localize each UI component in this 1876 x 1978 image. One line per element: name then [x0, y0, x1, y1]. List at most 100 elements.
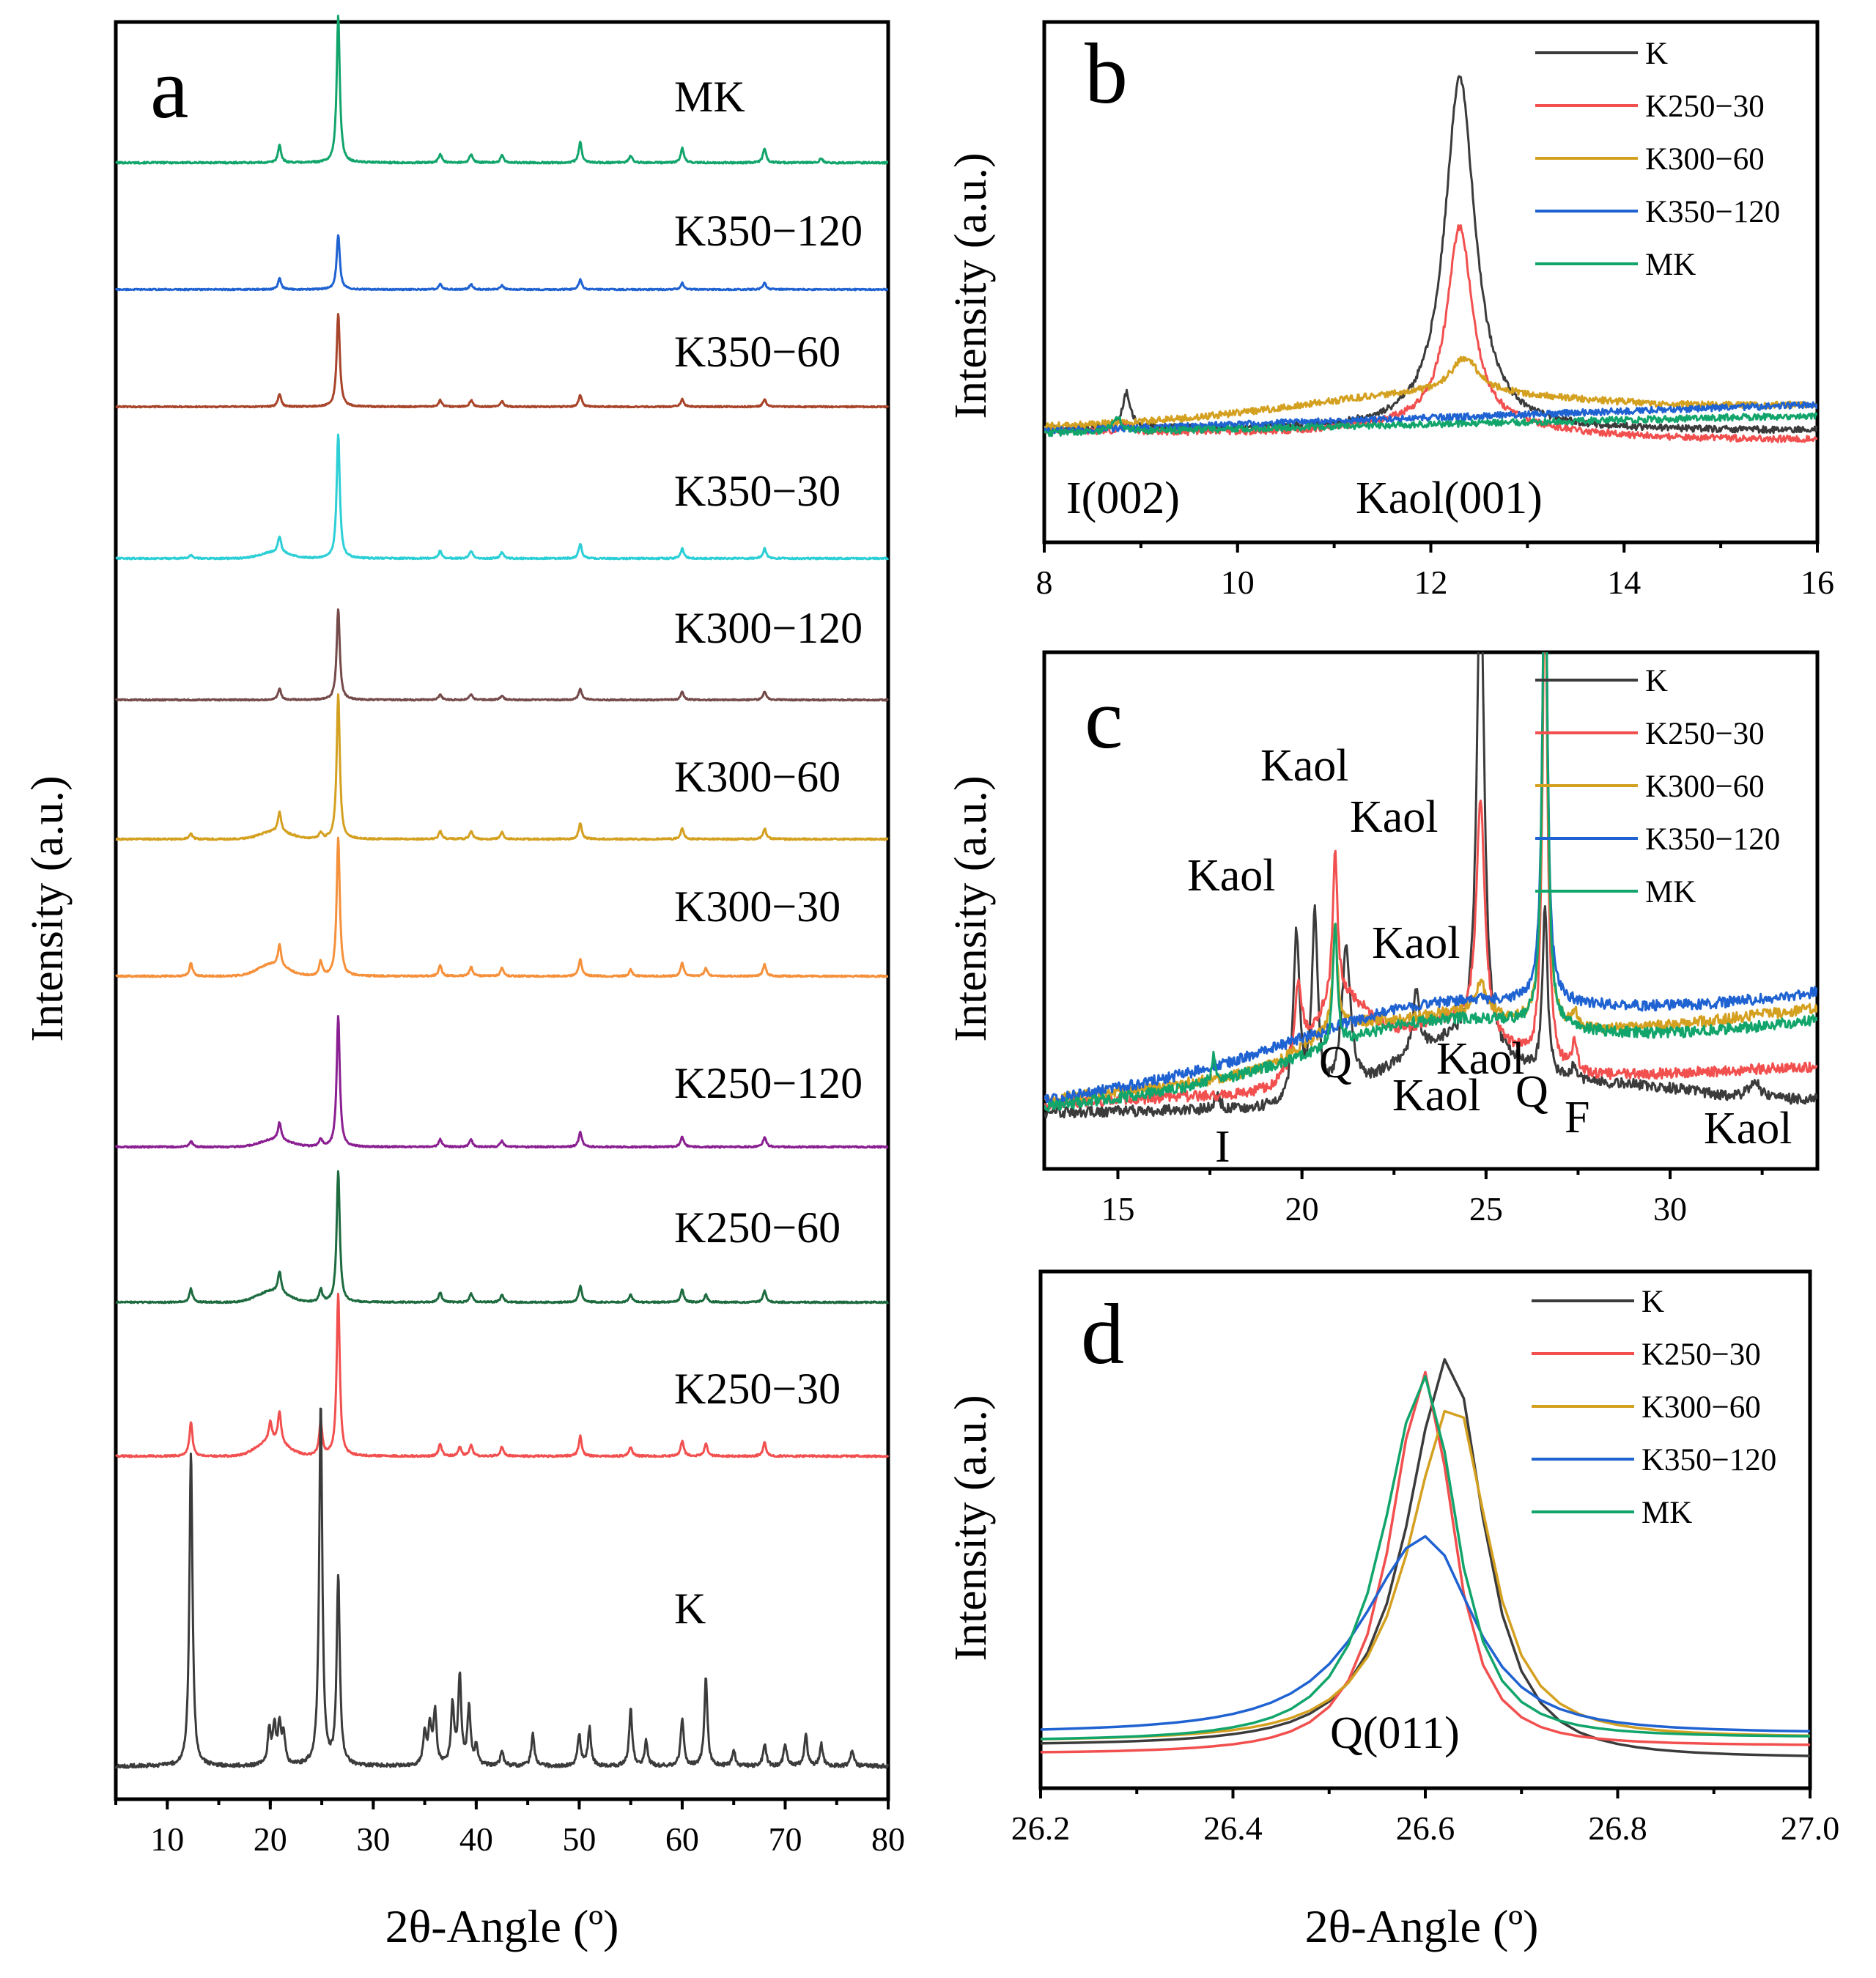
- legend-label-d: K250−30: [1642, 1337, 1761, 1372]
- annotation-c: Kaol: [1392, 1071, 1481, 1121]
- series-label-K300-120: K300−120: [674, 604, 863, 652]
- annotation-d: Q(011): [1330, 1708, 1460, 1758]
- series-line-d-MK: [1040, 1375, 1811, 1741]
- series-line-K250-30: [115, 1293, 890, 1458]
- panel-c: 15 20 25 30 Intensity (a.u.) c K K250−30 K300−60…: [946, 650, 1820, 1228]
- panel-a: 10 20 30 40 50 60 70 80 Intensity (a.u.) 2θ-Angle…: [23, 15, 905, 1952]
- x-axis-title-a: 2θ-Angle (º): [385, 1900, 619, 1952]
- panel-letter-d: d: [1081, 1286, 1124, 1382]
- x-tick-label-a: 40: [459, 1820, 493, 1858]
- legend-label-d: K300−60: [1642, 1390, 1761, 1425]
- series-line-K: [114, 1407, 890, 1769]
- annotation-c: Kaol: [1704, 1104, 1792, 1154]
- x-tick-label-a: 60: [665, 1820, 699, 1858]
- series-line-K350-30: [115, 433, 890, 561]
- panel-letter-b: b: [1085, 26, 1128, 122]
- x-tick-label-a: 70: [768, 1820, 802, 1858]
- series-line-c-K: [1044, 652, 1817, 1119]
- legend-label-c: K350−120: [1645, 822, 1780, 857]
- x-tick-label-b: 14: [1607, 564, 1641, 601]
- x-tick-label-d: 26.4: [1203, 1809, 1263, 1847]
- x-tick-label-c: 25: [1469, 1190, 1503, 1228]
- panel-d: 26.2 26.4 26.6 26.8 27.0 Intensity (a.u.) 2θ-A…: [946, 1269, 1840, 1952]
- y-axis-title-b: Intensity (a.u.): [946, 152, 996, 418]
- legend-label-b: MK: [1645, 248, 1696, 282]
- y-axis-title-c: Intensity (a.u.): [946, 775, 996, 1041]
- legend-label-b: K350−120: [1645, 195, 1780, 229]
- series-label-K250-30: K250−30: [674, 1365, 841, 1413]
- series-line-K250-120: [114, 1015, 889, 1149]
- plot-frame-c: [1042, 650, 1820, 1171]
- legend-label-c: K250−30: [1645, 717, 1765, 751]
- x-tick-label-c: 20: [1285, 1190, 1319, 1228]
- x-axis-title-d: 2θ-Angle (º): [1305, 1900, 1539, 1952]
- legend-label-b: K250−30: [1645, 89, 1765, 124]
- x-tick-label-a: 10: [150, 1820, 184, 1858]
- panel-letter-a: a: [150, 40, 188, 136]
- series-line-K300-120: [114, 608, 889, 702]
- series-line-b-K350-120: [1044, 401, 1817, 435]
- legend-label-d: MK: [1642, 1496, 1692, 1530]
- series-line-b-K300-60: [1044, 355, 1817, 430]
- annotation-c: Kaol: [1260, 741, 1349, 791]
- x-tick-label-c: 15: [1101, 1190, 1134, 1228]
- series-line-K300-60: [115, 693, 889, 841]
- series-label-K350-30: K350−30: [674, 467, 841, 515]
- x-tick-label-a: 20: [254, 1820, 287, 1858]
- panel-b: 8 10 12 14 16 Intensity (a.u.) b K K250−30 K300−6…: [946, 20, 1834, 601]
- legend-label-c: MK: [1645, 875, 1696, 909]
- x-tick-label-a: 50: [562, 1820, 596, 1858]
- series-label-K350-120: K350−120: [674, 207, 863, 255]
- series-label-K300-30: K300−30: [674, 882, 841, 931]
- series-label-K350-60: K350−60: [674, 328, 841, 376]
- plot-frame-a: [114, 20, 890, 1801]
- series-line-K250-60: [115, 1170, 889, 1304]
- annotation-c: Kaol: [1372, 918, 1460, 968]
- series-group-b: [1044, 75, 1817, 443]
- series-line-K350-120: [114, 234, 889, 292]
- series-label-K250-60: K250−60: [674, 1203, 841, 1252]
- series-line-d-K350-120: [1040, 1535, 1811, 1733]
- panel-letter-c: c: [1085, 671, 1123, 767]
- series-line-d-K250-30: [1040, 1370, 1811, 1754]
- y-axis-title-d: Intensity (a.u.): [946, 1395, 996, 1661]
- x-tick-label-d: 26.8: [1588, 1809, 1647, 1847]
- x-tick-label-a: 80: [871, 1820, 905, 1858]
- x-tick-label-d: 27.0: [1781, 1809, 1840, 1847]
- series-line-K300-30: [115, 836, 889, 978]
- series-line-d-K: [1040, 1358, 1811, 1757]
- annotation-c: Q: [1515, 1067, 1548, 1117]
- legend-label-d: K350−120: [1642, 1443, 1776, 1477]
- x-tick-label-b: 16: [1801, 564, 1834, 601]
- x-tick-label-a: 30: [356, 1820, 390, 1858]
- series-label-K: K: [674, 1584, 706, 1633]
- annotation-c: Kaol: [1350, 792, 1439, 842]
- annotation-c: Q: [1319, 1038, 1352, 1088]
- legend-label-b: K: [1645, 37, 1668, 71]
- series-line-MK: [115, 15, 889, 165]
- x-tick-label-b: 10: [1221, 564, 1255, 601]
- annotation-c: F: [1565, 1093, 1589, 1143]
- x-tick-label-d: 26.6: [1396, 1809, 1455, 1847]
- annotation-c: Kaol: [1436, 1034, 1525, 1084]
- legend-label-d: K: [1642, 1285, 1664, 1319]
- y-axis-title-a: Intensity (a.u.): [23, 775, 73, 1041]
- x-tick-label-b: 12: [1414, 564, 1448, 601]
- annotation-c: Kaol: [1187, 851, 1276, 901]
- series-line-K350-60: [115, 313, 890, 409]
- legend-label-c: K300−60: [1645, 770, 1765, 804]
- series-label-MK: MK: [674, 73, 745, 121]
- series-group-c: [1044, 652, 1817, 1119]
- annotation-b: I(002): [1066, 473, 1180, 523]
- legend-label-b: K300−60: [1645, 142, 1765, 177]
- legend-label-c: K: [1645, 664, 1668, 698]
- series-label-K300-60: K300−60: [674, 753, 841, 801]
- x-tick-label-d: 26.2: [1011, 1809, 1071, 1847]
- annotation-b: Kaol(001): [1356, 473, 1543, 523]
- series-line-b-MK: [1044, 412, 1817, 438]
- annotation-c: I: [1215, 1122, 1230, 1172]
- x-tick-label-c: 30: [1653, 1190, 1687, 1228]
- series-line-c-K350-120: [1044, 652, 1817, 1106]
